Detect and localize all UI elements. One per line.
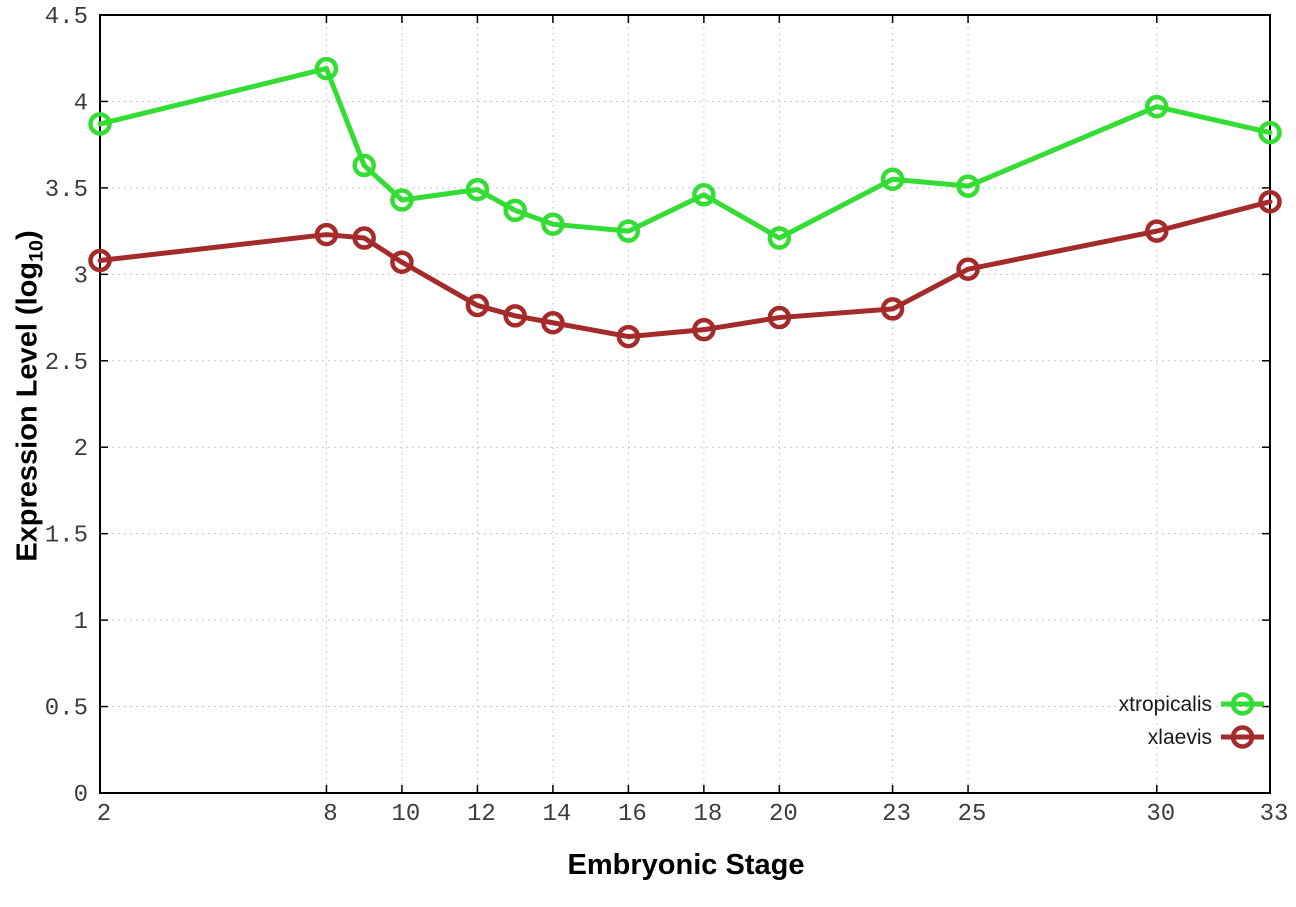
series-xlaevis <box>88 189 1282 349</box>
data-point-xlaevis <box>503 304 527 328</box>
x-tick-label: 12 <box>467 801 496 828</box>
x-tick-label: 18 <box>693 801 722 828</box>
legend-entry-xlaevis: xlaevis <box>1148 725 1264 749</box>
legend: xtropicalis xlaevis <box>1119 692 1264 749</box>
data-point-xlaevis <box>956 257 980 281</box>
data-point-xlaevis <box>314 222 339 247</box>
y-tick-label: 0.5 <box>45 696 88 723</box>
x-tick-label: 16 <box>618 801 647 828</box>
y-axis-title-close: ) <box>11 230 44 240</box>
series-line-xlaevis <box>97 199 1273 340</box>
y-tick-label: 3 <box>74 263 88 290</box>
y-axis-title-subscript: 10 <box>25 239 48 262</box>
legend-label-xlaevis: xlaevis <box>1148 726 1212 749</box>
x-tick-label: 33 <box>1260 801 1289 828</box>
data-point-xlaevis <box>616 324 641 349</box>
x-tick-label: 30 <box>1146 801 1175 828</box>
data-point-xtropicalis <box>1258 120 1282 145</box>
data-point-xtropicalis <box>88 112 112 136</box>
data-point-xtropicalis <box>880 167 905 191</box>
data-point-xtropicalis <box>541 212 565 236</box>
y-axis-title-main: Expression Level (log <box>11 261 44 562</box>
data-point-xlaevis <box>541 310 565 335</box>
data-point-xtropicalis <box>767 226 792 250</box>
data-point-xtropicalis <box>616 219 641 243</box>
data-point-xtropicalis <box>465 177 490 202</box>
data-point-xlaevis <box>767 305 792 330</box>
data-point-xtropicalis <box>314 56 339 81</box>
data-point-xlaevis <box>352 226 376 250</box>
x-tick-label: 14 <box>542 801 571 828</box>
x-tick-label: 8 <box>323 801 337 828</box>
y-tick-label: 2 <box>74 436 88 463</box>
x-axis-title: Embryonic Stage <box>567 849 805 881</box>
x-tick-label: 2 <box>97 801 111 828</box>
y-tick-label: 4 <box>74 90 88 117</box>
y-tick-label: 0 <box>74 782 88 809</box>
tick-labels: 0 0.5 1 1.5 2 2.5 3 3.5 4 4.5 2 8 10 12 14 16 18 20 23 25 30… <box>45 4 1289 828</box>
data-point-xlaevis <box>880 297 905 321</box>
data-point-xtropicalis <box>1145 94 1169 119</box>
series-line-xtropicalis <box>97 66 1273 241</box>
data-point-xlaevis <box>390 250 414 274</box>
data-point-xtropicalis <box>503 198 527 223</box>
y-tick-label: 1.5 <box>45 523 88 550</box>
data-point-xlaevis <box>88 248 112 273</box>
plot-border <box>99 14 1271 794</box>
x-tick-label: 23 <box>882 801 911 828</box>
legend-marker-xtropicalis <box>1230 692 1255 716</box>
legend-marker-xlaevis <box>1230 725 1255 749</box>
legend-entry-xtropicalis: xtropicalis <box>1119 692 1264 716</box>
legend-label-xtropicalis: xtropicalis <box>1119 693 1212 716</box>
x-tick-label: 10 <box>392 801 421 828</box>
data-point-xtropicalis <box>352 153 376 178</box>
data-point-xlaevis <box>465 293 490 318</box>
data-point-xtropicalis <box>390 188 414 212</box>
y-tick-label: 2.5 <box>45 350 88 377</box>
y-tick-label: 3.5 <box>45 177 88 204</box>
data-point-xtropicalis <box>956 174 980 198</box>
y-axis-title: Expression Level (log10) <box>12 230 49 561</box>
data-point-xlaevis <box>1145 219 1169 243</box>
data-point-xlaevis <box>1258 189 1282 214</box>
data-point-xtropicalis <box>692 183 716 207</box>
y-tick-label: 4.5 <box>45 4 88 31</box>
data-point-xlaevis <box>692 317 716 342</box>
x-tick-label: 25 <box>958 801 987 828</box>
x-tick-label: 20 <box>769 801 798 828</box>
y-tick-label: 1 <box>74 609 88 636</box>
axis-ticks <box>99 14 1271 794</box>
series-xtropicalis <box>88 56 1282 250</box>
